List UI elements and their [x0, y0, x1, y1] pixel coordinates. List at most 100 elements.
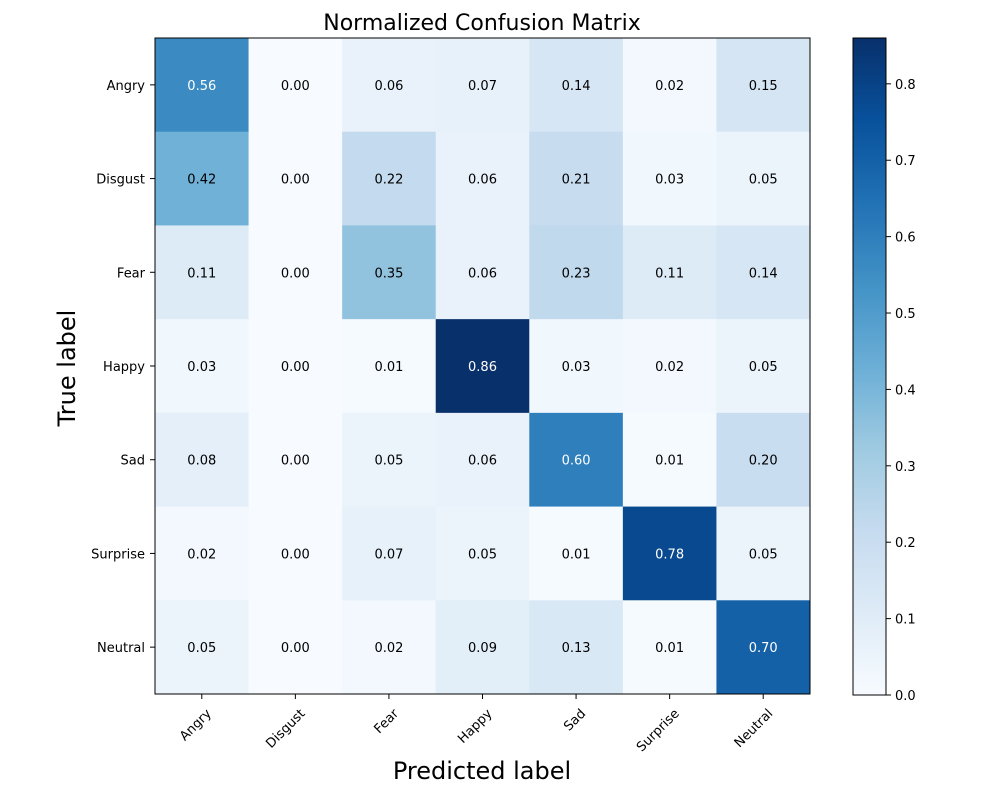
- heatmap-cell: [716, 319, 811, 414]
- y-tick-label: Sad: [121, 454, 145, 469]
- heatmap-cell: [342, 38, 437, 133]
- cell-value-label: 0.05: [374, 454, 403, 469]
- heatmap-cell: [342, 319, 437, 414]
- heatmap-cell: [622, 319, 717, 414]
- cell-value-label: 0.05: [187, 641, 216, 656]
- heatmap-cell: [155, 38, 250, 133]
- colorbar-tick-label: 0.0: [895, 689, 916, 704]
- heatmap-cell: [435, 506, 530, 601]
- cell-value-label: 0.11: [187, 266, 216, 281]
- cell-value-label: 0.07: [374, 547, 403, 562]
- x-tick-label: Neutral: [732, 706, 777, 751]
- cell-value-label: 0.07: [468, 79, 497, 94]
- colorbar-tick-label: 0.8: [895, 78, 916, 93]
- cell-value-label: 0.06: [374, 79, 403, 94]
- cell-value-label: 0.02: [187, 547, 216, 562]
- cell-value-label: 0.35: [374, 266, 403, 281]
- cell-value-label: 0.03: [562, 360, 591, 375]
- cell-value-label: 0.42: [187, 173, 216, 188]
- heatmap-cell: [435, 600, 530, 695]
- heatmap-cell: [155, 131, 250, 226]
- x-tick-label: Fear: [372, 706, 403, 737]
- colorbar-tick-label: 0.1: [895, 613, 916, 628]
- cell-value-label: 0.20: [749, 454, 778, 469]
- cell-value-label: 0.06: [468, 454, 497, 469]
- colorbar-ticks: 0.0 0.1 0.2 0.3 0.4 0.5 0.6 0.7 0.8: [886, 78, 916, 704]
- cell-value-label: 0.05: [468, 547, 497, 562]
- cell-value-label: 0.01: [374, 360, 403, 375]
- y-axis: Angry Disgust Fear Happy Sad Surprise Neutral: [91, 79, 155, 656]
- cell-value-label: 0.70: [749, 641, 778, 656]
- colorbar-frame: [852, 37, 887, 696]
- heatmap-cell: [342, 412, 437, 508]
- heatmap-cell: [716, 38, 811, 133]
- heatmap-cell: [155, 600, 250, 695]
- heatmap-cell: [155, 225, 250, 320]
- colorbar: 0.0 0.1 0.2 0.3 0.4 0.5 0.6 0.7 0.8: [852, 37, 916, 704]
- y-tick-label: Disgust: [96, 173, 145, 188]
- heatmap-cell: [342, 600, 437, 695]
- heatmap-cell: [716, 600, 811, 695]
- cell-value-label: 0.05: [749, 360, 778, 375]
- cell-value-label: 0.00: [281, 173, 310, 188]
- heatmap-cell: [155, 506, 250, 601]
- cell-value-label: 0.02: [655, 360, 684, 375]
- cell-value-label: 0.02: [374, 641, 403, 656]
- chart-title: Normalized Confusion Matrix: [323, 11, 640, 36]
- y-axis-title: True label: [53, 310, 81, 428]
- cell-value-label: 0.78: [655, 547, 684, 562]
- cell-value-label: 0.22: [374, 173, 403, 188]
- heatmap-cell: [248, 412, 343, 508]
- cell-value-label: 0.00: [281, 79, 310, 94]
- heatmap-cell: [716, 131, 811, 226]
- heatmap-cell: [248, 225, 343, 320]
- heatmap-cell: [529, 225, 624, 320]
- heatmap-cell: [716, 412, 811, 508]
- heatmap-cell: [435, 319, 530, 414]
- cell-value-label: 0.00: [281, 360, 310, 375]
- cell-value-label: 0.06: [468, 173, 497, 188]
- cell-value-label: 0.15: [749, 79, 778, 94]
- heatmap-cell: [155, 412, 250, 508]
- x-tick-label: Angry: [177, 706, 215, 744]
- heatmap-cells: [155, 38, 811, 695]
- y-tick-label: Happy: [103, 360, 145, 375]
- heatmap-cell: [716, 225, 811, 320]
- x-axis-title: Predicted label: [393, 757, 571, 785]
- x-tick-label: Surprise: [634, 706, 683, 755]
- heatmap-cell: [622, 506, 717, 601]
- cell-value-label: 0.02: [655, 79, 684, 94]
- cell-value-label: 0.06: [468, 266, 497, 281]
- heatmap-cell-labels: 0.56 0.00 0.06 0.07 0.14 0.02 0.15 0.42 0.00 0.22…: [187, 79, 777, 656]
- x-axis: Angry Disgust Fear Happy Sad Surprise Neutral: [177, 694, 776, 755]
- cell-value-label: 0.03: [187, 360, 216, 375]
- heatmap-cell: [529, 38, 624, 133]
- x-tick-label: Sad: [561, 706, 589, 734]
- heatmap-cell: [155, 319, 250, 414]
- cell-value-label: 0.00: [281, 266, 310, 281]
- colorbar-gradient: [853, 38, 886, 695]
- cell-value-label: 0.23: [562, 266, 591, 281]
- heatmap-cell: [435, 38, 530, 133]
- heatmap-cell: [716, 506, 811, 601]
- x-tick-label: Happy: [455, 706, 495, 746]
- colorbar-tick-label: 0.2: [895, 536, 916, 551]
- cell-value-label: 0.56: [187, 79, 216, 94]
- cell-value-label: 0.00: [281, 641, 310, 656]
- heatmap-cell: [529, 412, 624, 508]
- cell-value-label: 0.21: [562, 173, 591, 188]
- heatmap-cell: [529, 131, 624, 226]
- cell-value-label: 0.14: [749, 266, 778, 281]
- heatmap-cell: [248, 38, 343, 133]
- heatmap-cell: [342, 131, 437, 226]
- heatmap-cell: [622, 412, 717, 508]
- cell-value-label: 0.60: [562, 454, 591, 469]
- heatmap-cell: [529, 319, 624, 414]
- cell-value-label: 0.03: [655, 173, 684, 188]
- y-tick-label: Neutral: [97, 641, 145, 656]
- colorbar-tick-label: 0.5: [895, 307, 916, 322]
- heatmap-cell: [248, 506, 343, 601]
- cell-value-label: 0.11: [655, 266, 684, 281]
- heatmap-cell: [622, 38, 717, 133]
